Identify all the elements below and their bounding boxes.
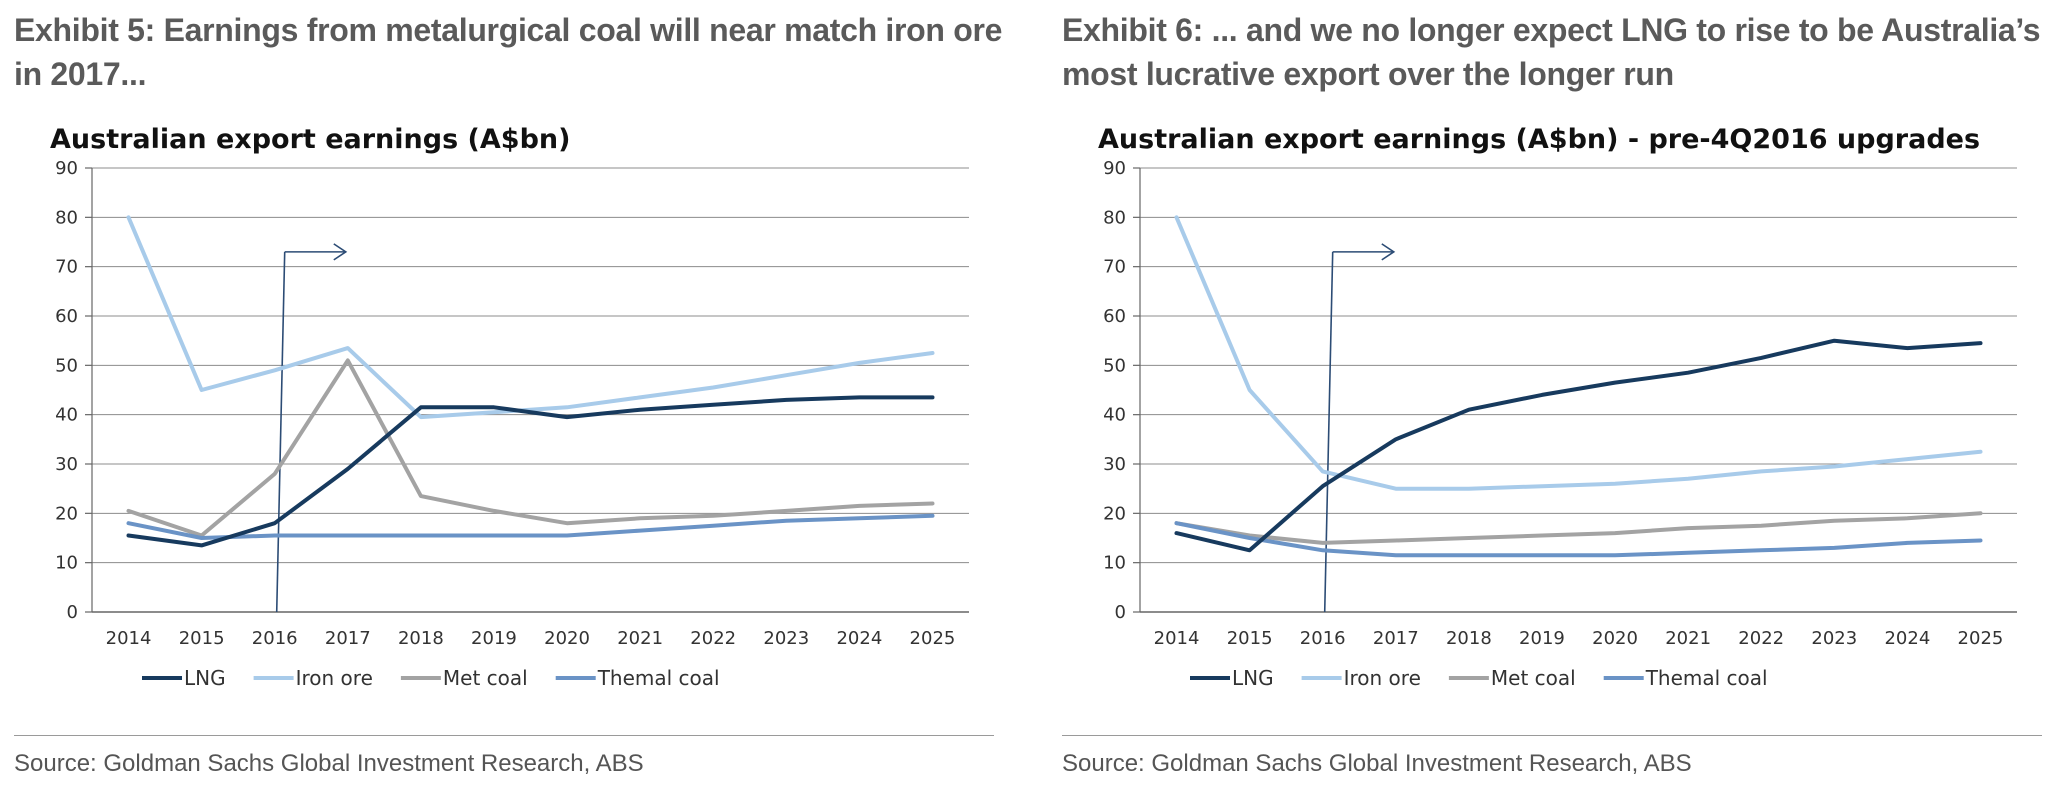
exhibit-5-panel: Exhibit 5: Earnings from metalurgical co… <box>14 0 1014 786</box>
y-tick-label: 60 <box>1103 306 1126 327</box>
x-tick-label: 2016 <box>1300 628 1346 649</box>
x-tick-label: 2024 <box>1884 628 1930 649</box>
chart-title: Australian export earnings (A$bn) - pre-… <box>1098 124 1980 155</box>
y-tick-label: 10 <box>1103 553 1126 574</box>
series-line-met-coal <box>126 358 935 538</box>
x-tick-label: 2025 <box>1958 628 2004 649</box>
x-tick-label: 2018 <box>398 628 444 649</box>
series-line-lng <box>126 395 935 548</box>
y-tick-label: 70 <box>55 257 78 278</box>
y-tick-label: 80 <box>55 207 78 228</box>
x-tick-label: 2016 <box>252 628 298 649</box>
x-tick-label: 2022 <box>1738 628 1784 649</box>
legend-label-iron-ore: Iron ore <box>296 666 373 690</box>
chart-title: Australian export earnings (A$bn) <box>50 124 570 155</box>
x-tick-label: 2015 <box>179 628 225 649</box>
legend-label-themal-coal: Themal coal <box>597 666 720 690</box>
forecast-arrow-head <box>333 243 348 261</box>
x-tick-label: 2021 <box>617 628 663 649</box>
x-tick-label: 2014 <box>1154 628 1200 649</box>
x-tick-label: 2014 <box>106 628 152 649</box>
legend-label-lng: LNG <box>1232 666 1274 690</box>
y-tick-label: 50 <box>55 355 78 376</box>
exhibit-5-source-rule <box>14 735 994 736</box>
forecast-arrow-head <box>1381 243 1396 261</box>
y-tick-label: 0 <box>1115 602 1126 623</box>
y-tick-label: 20 <box>1103 503 1126 524</box>
legend-label-met-coal: Met coal <box>1491 666 1576 690</box>
y-tick-label: 10 <box>55 553 78 574</box>
x-tick-label: 2020 <box>1592 628 1638 649</box>
y-tick-label: 20 <box>55 503 78 524</box>
y-tick-label: 90 <box>55 158 78 179</box>
series-line-lng <box>1174 338 1983 553</box>
exhibit-5-chart: Australian export earnings (A$bn) 0 10 20 30… <box>50 124 969 690</box>
exhibit-5-source: Source: Goldman Sachs Global Investment … <box>14 750 644 777</box>
x-tick-label: 2020 <box>544 628 590 649</box>
y-tick-label: 30 <box>55 454 78 475</box>
forecast-marker-line <box>1323 251 1334 613</box>
x-tick-label: 2022 <box>690 628 736 649</box>
y-tick-label: 70 <box>1103 257 1126 278</box>
x-tick-label: 2025 <box>910 628 956 649</box>
series-line-themal-coal <box>1174 521 1983 558</box>
x-tick-label: 2018 <box>1446 628 1492 649</box>
x-tick-label: 2017 <box>325 628 371 649</box>
x-tick-label: 2023 <box>1811 628 1857 649</box>
forecast-marker-line <box>275 251 286 613</box>
series-line-iron-ore <box>1174 215 1983 491</box>
legend-label-lng: LNG <box>184 666 226 690</box>
exhibit-6-source: Source: Goldman Sachs Global Investment … <box>1062 750 1692 777</box>
exhibit-5-title: Exhibit 5: Earnings from metalurgical co… <box>14 12 1003 92</box>
exhibit-6-chart: Australian export earnings (A$bn) - pre-… <box>1098 124 2017 690</box>
legend-label-themal-coal: Themal coal <box>1645 666 1768 690</box>
x-tick-label: 2024 <box>836 628 882 649</box>
x-tick-label: 2019 <box>1519 628 1565 649</box>
exhibit-6-title: Exhibit 6: ... and we no longer expect L… <box>1062 12 2041 92</box>
y-tick-label: 90 <box>1103 158 1126 179</box>
series-line-iron-ore <box>126 215 935 420</box>
x-tick-label: 2017 <box>1373 628 1419 649</box>
y-tick-label: 40 <box>55 405 78 426</box>
exhibit-6-panel: Exhibit 6: ... and we no longer expect L… <box>1062 0 2049 786</box>
legend-label-met-coal: Met coal <box>443 666 528 690</box>
legend-label-iron-ore: Iron ore <box>1344 666 1421 690</box>
series-line-themal-coal <box>126 513 935 540</box>
x-tick-label: 2021 <box>1665 628 1711 649</box>
x-tick-label: 2023 <box>763 628 809 649</box>
x-tick-label: 2015 <box>1227 628 1273 649</box>
y-tick-label: 80 <box>1103 207 1126 228</box>
y-tick-label: 60 <box>55 306 78 327</box>
exhibit-6-source-rule <box>1062 735 2042 736</box>
y-tick-label: 0 <box>67 602 78 623</box>
series-line-met-coal <box>1174 511 1983 545</box>
y-tick-label: 40 <box>1103 405 1126 426</box>
y-tick-label: 50 <box>1103 355 1126 376</box>
y-tick-label: 30 <box>1103 454 1126 475</box>
x-tick-label: 2019 <box>471 628 517 649</box>
